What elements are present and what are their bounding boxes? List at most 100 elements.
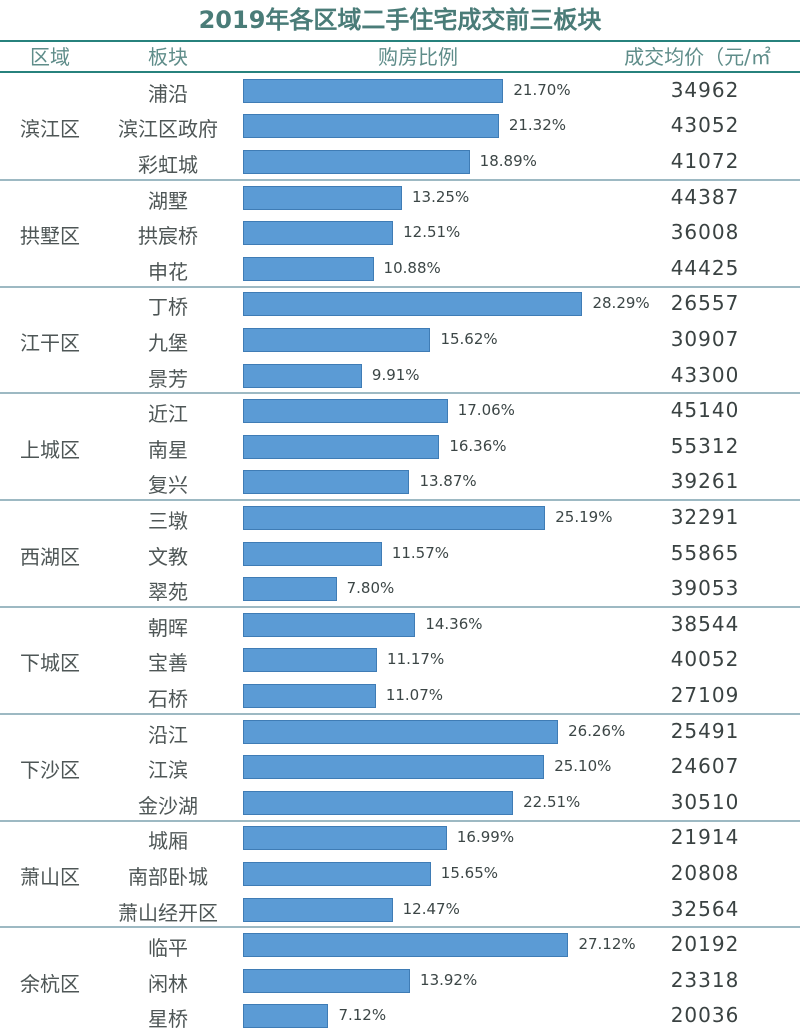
ratio-bar <box>243 933 569 958</box>
ratio-bar <box>243 150 470 174</box>
district-label: 萧山区 <box>20 865 80 889</box>
block-label: 三墩 <box>148 509 188 533</box>
ratio-data-label: 22.51% <box>523 792 581 811</box>
block-label: 复兴 <box>148 473 188 498</box>
header-price: 成交均价（元/㎡ <box>624 45 771 69</box>
avg-price: 30510 <box>670 789 740 814</box>
avg-price: 26557 <box>670 291 740 316</box>
ratio-bar <box>243 862 431 886</box>
ratio-bar <box>243 826 447 851</box>
block-label: 文教 <box>148 544 188 569</box>
avg-price: 20808 <box>670 861 740 885</box>
ratio-data-label: 9.91% <box>371 365 420 384</box>
ratio-bar <box>243 612 416 637</box>
avg-price: 44425 <box>670 255 740 280</box>
district-label: 西湖区 <box>20 544 80 569</box>
avg-price: 43052 <box>670 113 740 138</box>
ratio-data-label: 16.36% <box>449 436 507 455</box>
header-ratio: 购房比例 <box>378 45 458 69</box>
block-label: 金沙湖 <box>138 793 198 818</box>
block-label: 滨江区政府 <box>118 117 218 142</box>
block-label: 拱宸桥 <box>138 224 198 249</box>
block-label: 申花 <box>148 259 188 284</box>
avg-price: 21914 <box>670 825 740 850</box>
ratio-bar <box>243 114 499 139</box>
ratio-bar <box>243 256 374 281</box>
avg-price: 40052 <box>670 647 740 672</box>
ratio-bar <box>243 968 411 993</box>
district-label: 余杭区 <box>20 971 80 996</box>
district-label: 下城区 <box>20 651 80 676</box>
avg-price: 24607 <box>670 754 740 779</box>
ratio-data-label: 11.07% <box>385 686 444 704</box>
ratio-bar <box>243 221 394 246</box>
ratio-bar <box>243 577 337 602</box>
avg-price: 20036 <box>670 1003 740 1028</box>
ratio-data-label: 14.36% <box>425 614 483 633</box>
avg-price: 36008 <box>670 220 740 245</box>
ratio-data-label: 26.26% <box>568 721 626 740</box>
ratio-data-label: 18.89% <box>479 152 537 170</box>
group-divider <box>0 178 800 181</box>
avg-price: 55865 <box>670 540 740 565</box>
ratio-data-label: 7.12% <box>338 1006 387 1025</box>
header-block: 板块 <box>148 45 188 69</box>
ratio-data-label: 11.17% <box>387 650 445 669</box>
block-label: 浦沿 <box>148 81 188 106</box>
avg-price: 41072 <box>670 149 740 173</box>
district-label: 下沙区 <box>20 758 80 783</box>
block-label: 临平 <box>148 936 188 961</box>
avg-price: 55312 <box>670 433 740 458</box>
ratio-data-label: 15.62% <box>440 330 498 348</box>
ratio-bar <box>243 506 546 530</box>
ratio-data-label: 7.80% <box>346 579 395 598</box>
ratio-bar <box>243 648 378 673</box>
block-label: 近江 <box>148 402 188 427</box>
block-label: 丁桥 <box>148 295 188 320</box>
ratio-data-label: 17.06% <box>457 401 515 420</box>
district-label: 滨江区 <box>20 117 80 142</box>
block-label: 南部卧城 <box>128 865 208 889</box>
avg-price: 32564 <box>670 896 740 921</box>
block-label: 南星 <box>148 437 188 462</box>
avg-price: 27109 <box>670 683 740 707</box>
block-label: 翠苑 <box>148 580 188 605</box>
group-divider <box>0 819 800 822</box>
avg-price: 34962 <box>670 77 740 102</box>
avg-price: 30907 <box>670 327 740 351</box>
avg-price: 20192 <box>670 932 740 957</box>
ratio-data-label: 13.92% <box>420 970 478 989</box>
ratio-bar <box>243 399 448 424</box>
avg-price: 39053 <box>670 576 740 601</box>
block-label: 九堡 <box>148 331 188 355</box>
ratio-bar <box>243 292 583 317</box>
ratio-bar <box>243 897 393 922</box>
block-label: 石桥 <box>148 687 188 711</box>
block-label: 星桥 <box>148 1007 188 1032</box>
avg-price: 38544 <box>670 611 740 636</box>
ratio-bar <box>243 363 362 388</box>
block-label: 萧山经开区 <box>118 900 218 925</box>
group-divider <box>0 499 800 502</box>
ratio-data-label: 15.65% <box>440 864 498 882</box>
ratio-data-label: 28.29% <box>592 294 650 313</box>
ratio-bar <box>243 541 382 566</box>
block-label: 闲林 <box>148 971 188 996</box>
block-label: 湖墅 <box>148 188 188 213</box>
group-divider <box>0 392 800 395</box>
ratio-bar <box>243 328 431 352</box>
ratio-bar <box>243 755 545 780</box>
district-label: 拱墅区 <box>20 224 80 249</box>
chart-title: 2019年各区域二手住宅成交前三板块 <box>198 6 602 34</box>
block-label: 朝晖 <box>148 615 188 640</box>
ratio-data-label: 16.99% <box>456 828 515 847</box>
block-label: 景芳 <box>148 366 188 391</box>
ratio-bar <box>243 684 376 708</box>
ratio-bar <box>243 790 514 815</box>
avg-price: 39261 <box>670 469 740 494</box>
district-label: 江干区 <box>20 331 80 355</box>
ratio-bar <box>243 78 504 103</box>
block-label: 城厢 <box>148 829 188 854</box>
ratio-bar <box>243 185 402 210</box>
ratio-bar <box>243 434 440 459</box>
